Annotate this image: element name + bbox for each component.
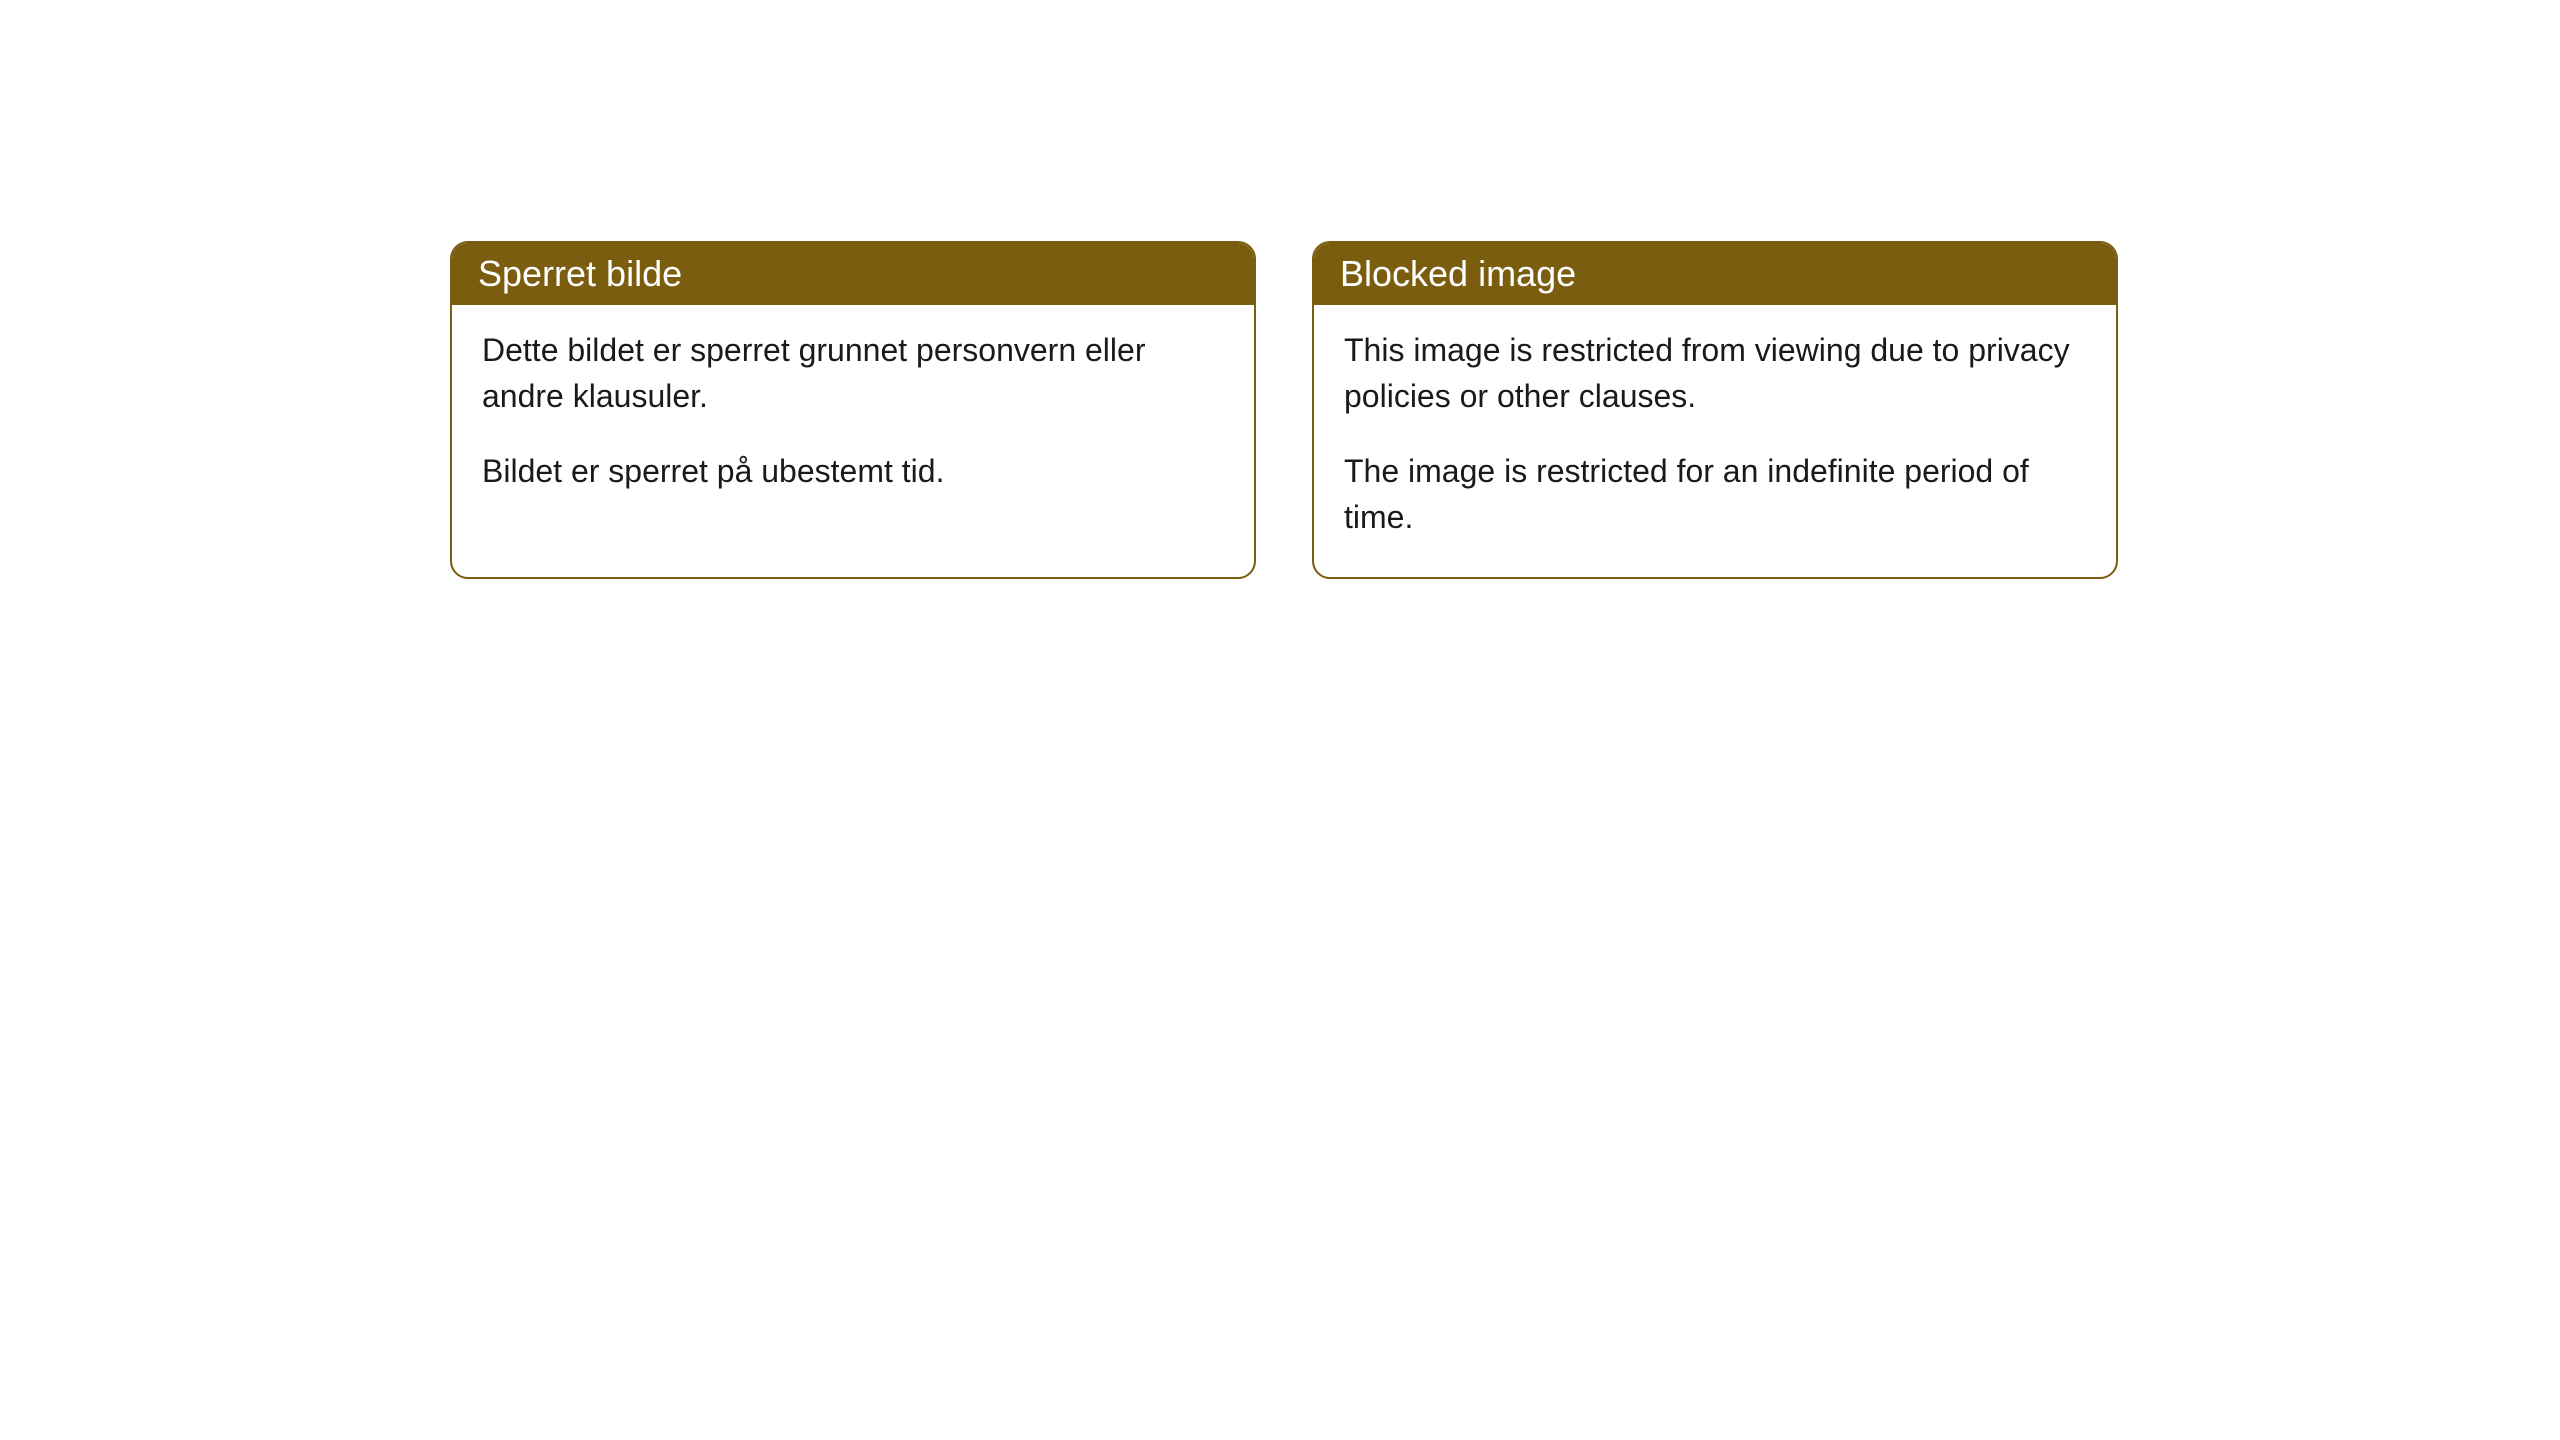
card-header-no: Sperret bilde [452,243,1254,305]
blocked-image-card-en: Blocked image This image is restricted f… [1312,241,2118,579]
card-text-en-2: The image is restricted for an indefinit… [1344,448,2086,541]
notice-container: Sperret bilde Dette bildet er sperret gr… [450,241,2118,579]
blocked-image-card-no: Sperret bilde Dette bildet er sperret gr… [450,241,1256,579]
card-header-en: Blocked image [1314,243,2116,305]
card-text-no-2: Bildet er sperret på ubestemt tid. [482,448,1224,494]
card-title-en: Blocked image [1340,253,1576,294]
card-text-no-1: Dette bildet er sperret grunnet personve… [482,327,1224,420]
card-body-no: Dette bildet er sperret grunnet personve… [452,305,1254,530]
card-title-no: Sperret bilde [478,253,682,294]
card-text-en-1: This image is restricted from viewing du… [1344,327,2086,420]
card-body-en: This image is restricted from viewing du… [1314,305,2116,577]
